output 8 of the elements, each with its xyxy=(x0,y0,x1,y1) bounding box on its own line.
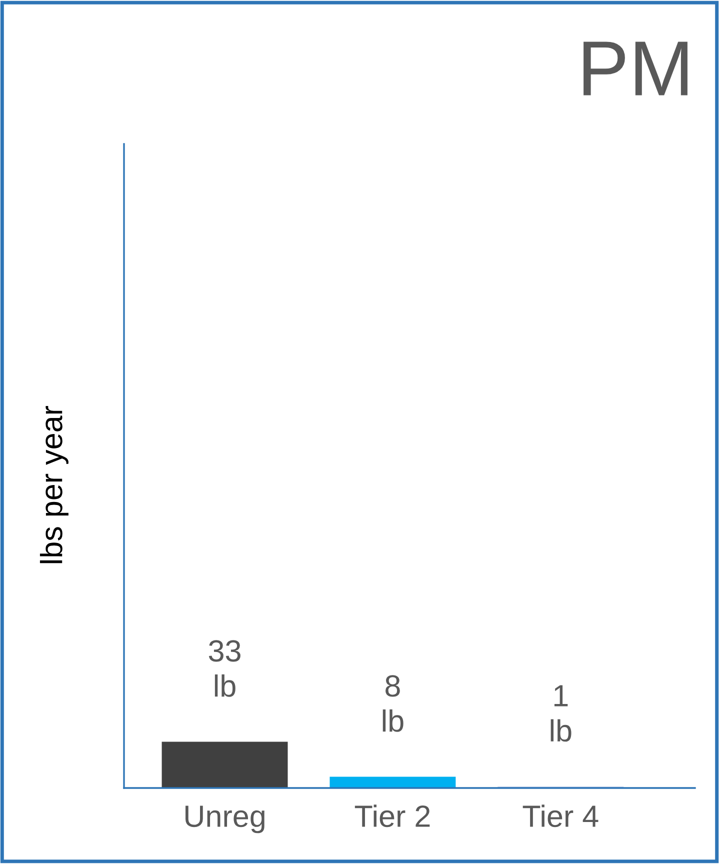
x-tick-label: Tier 2 xyxy=(354,804,430,828)
data-label: 1 lb xyxy=(550,685,572,742)
x-tick-label: Tier 4 xyxy=(522,804,598,828)
y-axis-title: lbs per year xyxy=(40,406,68,564)
data-label: 33 lb xyxy=(208,640,240,697)
x-tick-label: Unreg xyxy=(186,806,264,834)
chart-title: PM xyxy=(584,42,688,96)
data-label: 8 lb xyxy=(382,675,404,732)
